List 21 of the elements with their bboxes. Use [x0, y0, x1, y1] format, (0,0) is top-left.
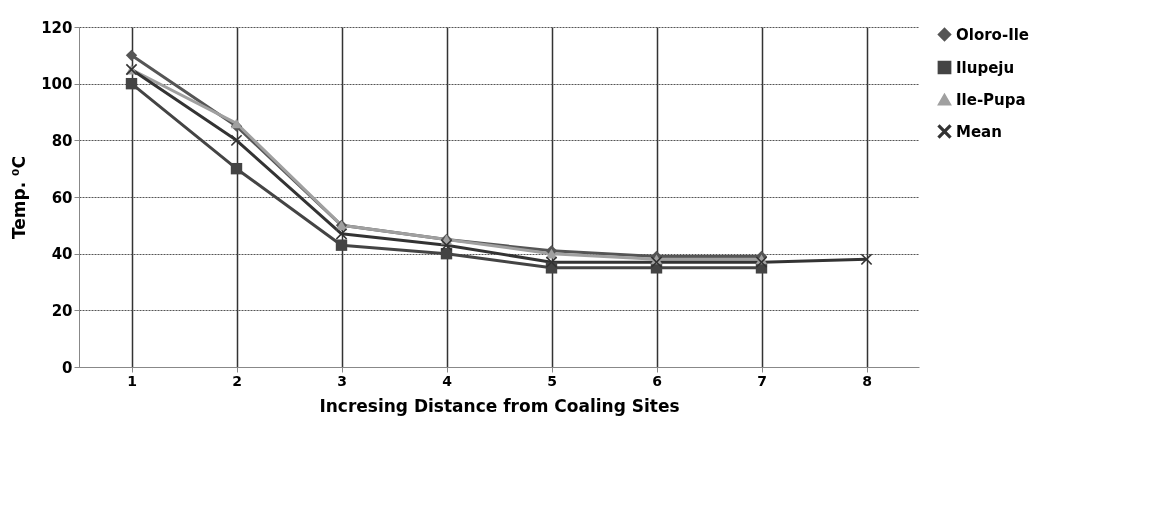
y-tick-label: 100 [41, 75, 73, 94]
x-tick-label: 1 [127, 372, 137, 389]
x-axis-title: Incresing Distance from Coaling Sites [319, 395, 680, 416]
x-tick-label: 6 [652, 372, 662, 389]
y-tick-label: 40 [51, 245, 73, 264]
legend-label: Mean [956, 122, 1002, 141]
x-tick-label: 8 [862, 372, 872, 389]
x-tick-label: 5 [547, 372, 557, 389]
y-tick-label: 120 [41, 18, 73, 37]
x-tick-label: 4 [442, 372, 453, 389]
legend-label: Oloro-Ile [956, 25, 1030, 44]
y-axis-title: Temp. ⁰C [9, 155, 30, 240]
legend-label: Ilupeju [956, 58, 1015, 77]
y-tick-label: 80 [51, 131, 73, 150]
x-tick-label: 3 [337, 372, 347, 389]
y-tick-label: 0 [62, 358, 73, 377]
legend-label: Ile-Pupa [956, 90, 1026, 109]
y-tick-label: 20 [51, 301, 73, 320]
y-tick-label: 60 [51, 188, 73, 207]
x-tick-label: 7 [757, 372, 767, 389]
x-tick-label: 2 [232, 372, 242, 389]
